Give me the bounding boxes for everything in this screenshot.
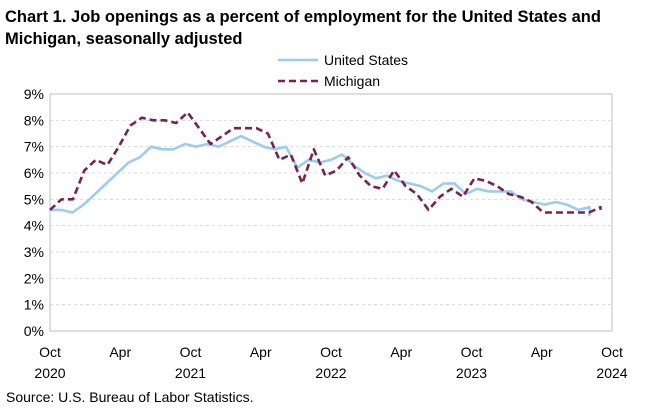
- y-tick-label: 9%: [24, 86, 44, 102]
- y-tick-label: 2%: [24, 270, 44, 286]
- x-tick-label: Oct: [601, 344, 623, 360]
- x-tick-label: Apr: [390, 344, 412, 360]
- source-note: Source: U.S. Bureau of Labor Statistics.: [6, 389, 254, 405]
- y-tick-label: 8%: [24, 112, 44, 128]
- series-line-michigan: [49, 111, 602, 214]
- x-tick-label: Oct: [39, 344, 61, 360]
- y-tick-label: 7%: [24, 139, 44, 155]
- x-tick-label: Apr: [250, 344, 272, 360]
- x-tick-label: Oct: [461, 344, 483, 360]
- y-tick-label: 4%: [24, 218, 44, 234]
- y-tick-label: 3%: [24, 244, 44, 260]
- y-tick-label: 0%: [24, 323, 44, 339]
- series-line-united-states: [50, 134, 591, 217]
- legend: United States Michigan: [278, 52, 408, 89]
- series-lines: [49, 111, 602, 217]
- x-tick-year-label: 2021: [175, 365, 206, 381]
- x-tick-label: Apr: [109, 344, 131, 360]
- chart-title: Chart 1. Job openings as a percent of em…: [5, 8, 601, 48]
- x-tick-label: Oct: [320, 344, 342, 360]
- x-tick-year-label: 2020: [34, 365, 65, 381]
- y-tick-label: 5%: [24, 191, 44, 207]
- x-axis-labels: Oct 2020 Apr Oct 2021 Apr Oct 2022 Apr Oct 2023 Apr…: [34, 344, 627, 381]
- x-tick-label: Apr: [531, 344, 553, 360]
- legend-label: United States: [324, 52, 408, 68]
- x-tick-year-label: 2024: [596, 365, 627, 381]
- x-tick-label: Oct: [180, 344, 202, 360]
- gridlines: [49, 93, 613, 332]
- y-tick-label: 6%: [24, 165, 44, 181]
- x-tick-year-label: 2023: [456, 365, 487, 381]
- legend-label: Michigan: [324, 73, 380, 89]
- y-tick-label: 1%: [24, 297, 44, 313]
- y-axis-labels: 0% 1% 2% 3% 4% 5% 6% 7% 8% 9%: [24, 86, 44, 339]
- x-tick-year-label: 2022: [315, 365, 346, 381]
